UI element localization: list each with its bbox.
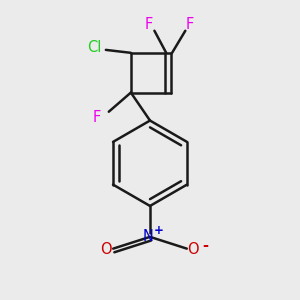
Text: -: -: [202, 238, 208, 253]
Text: F: F: [186, 17, 194, 32]
Text: O: O: [187, 242, 199, 257]
Text: +: +: [154, 224, 164, 237]
Text: N: N: [142, 230, 153, 244]
Text: F: F: [93, 110, 101, 125]
Text: O: O: [100, 242, 112, 257]
Text: Cl: Cl: [87, 40, 101, 55]
Text: F: F: [144, 17, 153, 32]
